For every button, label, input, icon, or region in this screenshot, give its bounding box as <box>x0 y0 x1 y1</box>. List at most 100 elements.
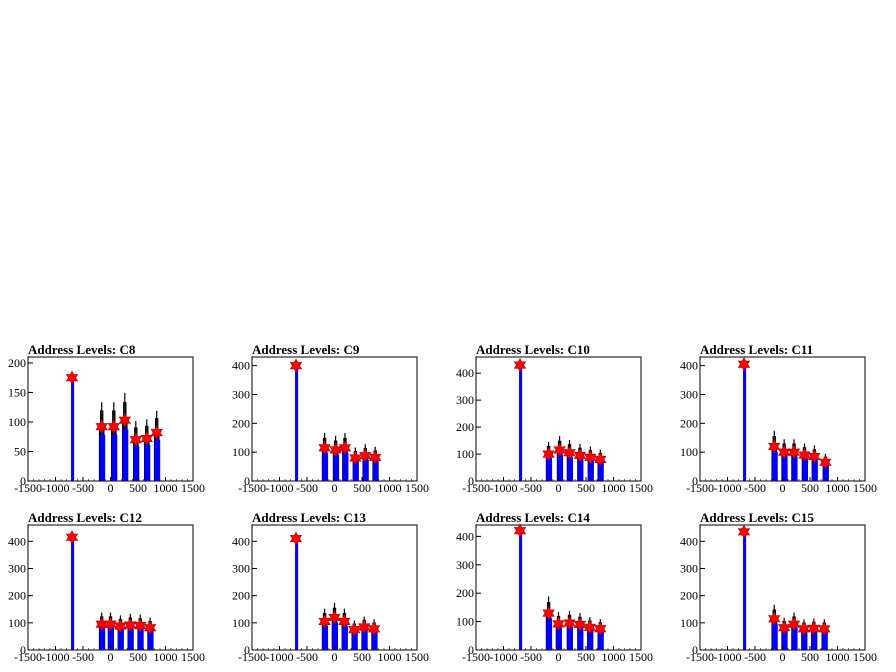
x-tick-label: -500 <box>296 650 318 664</box>
plot-frame <box>27 356 194 482</box>
peak-marker <box>140 431 153 446</box>
peak-marker <box>134 618 147 633</box>
y-tick-label: 0 <box>468 643 474 657</box>
y-tick-label: 300 <box>8 561 26 575</box>
y-tick-label: 400 <box>232 534 250 548</box>
x-tick-label: 500 <box>577 481 595 495</box>
peak-marker <box>583 620 597 635</box>
peak-marker <box>787 445 801 460</box>
x-tick-label: 500 <box>801 481 819 495</box>
x-tick-label: -1500 <box>238 481 266 495</box>
chart-title: Address Levels: C13 <box>252 510 366 525</box>
y-tick-label: 200 <box>232 589 250 603</box>
y-tick-label: 0 <box>20 474 26 488</box>
x-tick-label: -1500 <box>14 481 42 495</box>
peak-marker <box>594 621 607 636</box>
peak-marker <box>349 450 362 466</box>
peak-marker <box>359 448 372 463</box>
peak-marker <box>129 432 142 447</box>
y-tick-label: 0 <box>692 643 698 657</box>
chart-title: Address Levels: C12 <box>28 510 142 525</box>
x-tick-label: 500 <box>577 650 595 664</box>
y-tick-label: 100 <box>680 616 698 630</box>
chart-panel-2: Address Levels: C9-1500 -1000 -500 0 500 1000… <box>232 342 429 495</box>
peak-marker <box>65 530 79 545</box>
peak-marker <box>737 357 751 372</box>
peak-marker <box>65 370 79 385</box>
chart-title: Address Levels: C9 <box>252 342 360 357</box>
y-tick-label: 150 <box>8 385 26 399</box>
x-tick-label: 1000 <box>602 481 626 495</box>
x-tick-label: 0 <box>556 481 562 495</box>
peak-marker <box>318 614 331 629</box>
chart-title: Address Levels: C8 <box>28 342 136 357</box>
x-tick-label: 1500 <box>853 481 877 495</box>
chart-panel-1: Address Levels: C8-1500 -1000 -500 0 500 1000… <box>8 342 205 495</box>
y-tick-label: 400 <box>456 366 474 380</box>
x-tick-label: 1000 <box>826 650 850 664</box>
x-tick-label: -500 <box>520 650 542 664</box>
x-tick-label: -1000 <box>490 481 518 495</box>
peak-marker <box>348 622 361 637</box>
peak-marker <box>819 455 832 470</box>
x-tick-label: 0 <box>332 650 338 664</box>
x-tick-label: -500 <box>296 481 318 495</box>
peak-marker <box>573 617 587 632</box>
peak-marker <box>107 419 120 434</box>
peak-marker <box>513 357 527 373</box>
peak-marker <box>553 442 566 458</box>
y-tick-label: 300 <box>456 393 474 407</box>
x-tick-label: 500 <box>129 650 147 664</box>
y-tick-label: 200 <box>232 416 250 430</box>
y-tick-label: 0 <box>692 474 698 488</box>
x-tick-label: -1500 <box>686 481 714 495</box>
y-tick-label: 300 <box>232 387 250 401</box>
peak-marker <box>369 450 382 465</box>
peak-marker <box>768 439 781 454</box>
x-tick-label: -1500 <box>14 650 42 664</box>
x-tick-label: 1000 <box>602 650 626 664</box>
x-tick-label: -500 <box>72 481 94 495</box>
x-tick-label: 1500 <box>405 650 429 664</box>
y-tick-label: 300 <box>232 561 250 575</box>
x-tick-label: 0 <box>108 650 114 664</box>
x-tick-label: 1000 <box>378 650 402 664</box>
x-tick-label: -1500 <box>686 650 714 664</box>
x-tick-label: 1500 <box>853 650 877 664</box>
x-tick-label: 0 <box>108 481 114 495</box>
peak-marker <box>808 449 821 464</box>
y-tick-label: 100 <box>232 616 250 630</box>
x-tick-label: 1500 <box>629 650 653 664</box>
chart-panel-4: Address Levels: C11 -1500 -1000 -500 0 500 100… <box>680 342 877 495</box>
y-tick-label: 0 <box>244 643 250 657</box>
chart-panel-5: Address Levels: C12 -1500 -1000 -500 0 500 100… <box>8 510 205 664</box>
chart-title: Address Levels: C14 <box>476 510 590 525</box>
x-tick-label: -1000 <box>490 650 518 664</box>
peak-marker <box>777 620 791 635</box>
y-tick-label: 200 <box>456 420 474 434</box>
y-tick-label: 50 <box>14 444 26 458</box>
x-tick-label: 1500 <box>181 481 205 495</box>
peak-marker <box>563 445 576 460</box>
peak-marker <box>513 523 527 538</box>
y-tick-label: 400 <box>680 359 698 373</box>
x-tick-label: 1000 <box>826 481 850 495</box>
x-tick-label: -500 <box>72 650 94 664</box>
peak-marker <box>104 617 117 632</box>
y-tick-label: 300 <box>456 558 474 572</box>
peak-marker <box>328 610 341 625</box>
y-tick-label: 300 <box>680 561 698 575</box>
y-tick-label: 300 <box>680 387 698 401</box>
peak-marker <box>737 524 751 539</box>
peak-marker <box>777 445 791 460</box>
chart-panel-6: Address Levels: C13 -1500 -1000 -500 0 500 100… <box>232 510 429 664</box>
y-tick-label: 200 <box>8 356 26 370</box>
peak-marker <box>552 616 565 631</box>
chart-title: Address Levels: C15 <box>700 510 814 525</box>
x-tick-label: -1000 <box>42 481 70 495</box>
chart-panel-8: Address Levels: C15 -1500 -1000 -500 0 500 100… <box>680 510 877 664</box>
y-tick-label: 100 <box>8 415 26 429</box>
x-tick-label: 500 <box>353 481 371 495</box>
x-tick-label: -1500 <box>462 650 490 664</box>
